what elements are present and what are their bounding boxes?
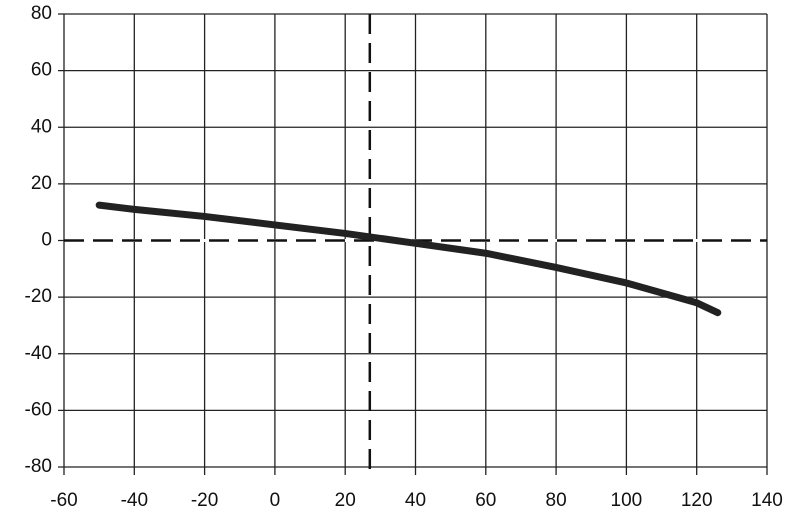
y-tick-label: 0 <box>41 230 52 251</box>
y-tick-label: -80 <box>25 456 52 477</box>
x-tick-label: 140 <box>751 490 783 511</box>
x-tick-label: -20 <box>191 490 218 511</box>
y-tick-label: 60 <box>31 60 52 81</box>
data-line <box>95 201 722 317</box>
y-tick-label: -40 <box>25 343 52 364</box>
x-tick-label: 120 <box>681 490 713 511</box>
x-tick-label: 80 <box>546 490 567 511</box>
y-tick-label: 40 <box>31 116 52 137</box>
y-tick-label: 80 <box>31 3 52 24</box>
y-tick-label: 20 <box>31 173 52 194</box>
x-tick-label: 0 <box>270 490 281 511</box>
x-tick-label: 20 <box>335 490 356 511</box>
x-tick-label: 100 <box>611 490 643 511</box>
x-tick-label: -40 <box>121 490 148 511</box>
x-tick-label: 40 <box>405 490 426 511</box>
y-tick-label: -20 <box>25 286 52 307</box>
x-tick-label: -60 <box>50 490 77 511</box>
x-tick-label: 60 <box>475 490 496 511</box>
y-tick-label: -60 <box>25 399 52 420</box>
